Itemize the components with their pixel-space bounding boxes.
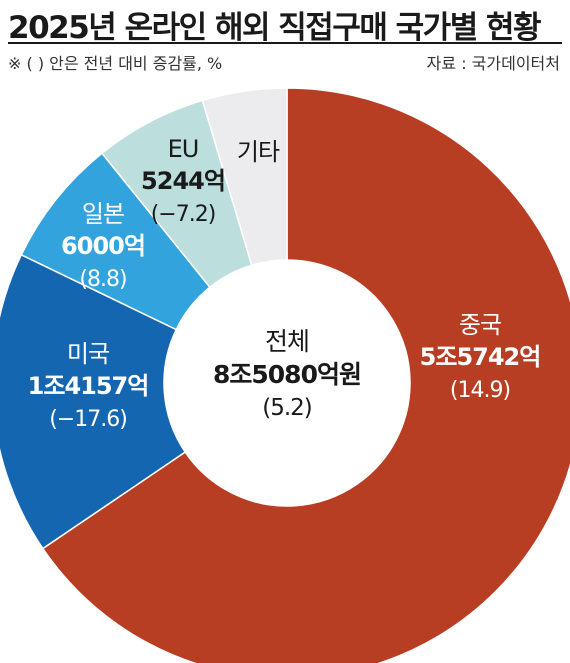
slice-value-label: 5244억 — [141, 167, 225, 195]
slice-name: 기타 — [237, 138, 280, 166]
donut-slices — [0, 87, 570, 663]
slice-2 — [0, 253, 187, 550]
slice-change-label: (8.8) — [79, 267, 126, 292]
chart-note: ※ ( ) 안은 전년 대비 증감률, % — [8, 54, 223, 73]
slice-change-label: (−17.6) — [49, 407, 127, 432]
slice-5 — [201, 87, 288, 267]
title-divider — [8, 42, 562, 44]
slice-name: 미국 — [67, 340, 109, 368]
slice-name: 중국 — [459, 311, 501, 339]
chart-title: 2025년 온라인 해외 직접구매 국가별 현황 — [8, 10, 542, 46]
slice-1 — [41, 87, 570, 663]
slice-name: 일본 — [82, 200, 124, 228]
total-value-label: 8조5080억원 — [213, 360, 361, 389]
chart-source: 자료 : 국가데이터처 — [426, 54, 560, 73]
slice-value-label: 1조4157억 — [28, 372, 149, 400]
slice-name: EU — [168, 135, 199, 163]
slice-value-label: 6000억 — [61, 232, 145, 260]
total-change-label: (5.2) — [262, 395, 312, 421]
total-name: 전체 — [265, 327, 309, 356]
slice-change-label: (14.9) — [450, 378, 510, 403]
slice-value-label: 5조5742억 — [420, 343, 541, 371]
slice-change-label: (−7.2) — [151, 202, 216, 227]
